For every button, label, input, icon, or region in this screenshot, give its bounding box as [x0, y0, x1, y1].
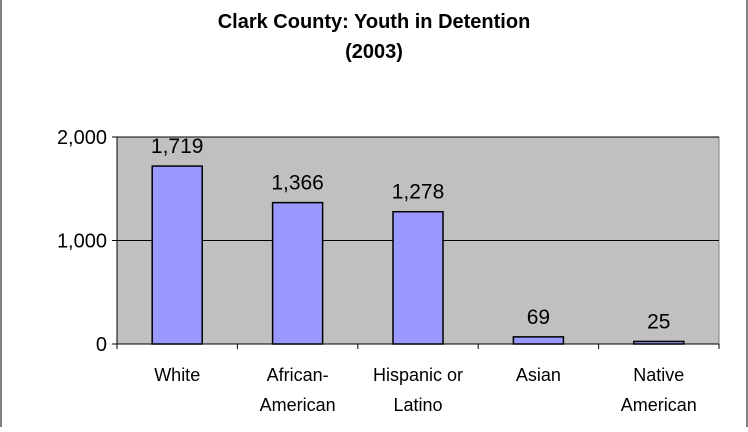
- bar: [271, 201, 324, 345]
- x-tick-label: African-: [267, 365, 329, 385]
- y-tick-label: 0: [96, 334, 107, 356]
- bar-value-label: 1,278: [392, 181, 445, 204]
- x-tick-label: Asian: [516, 365, 561, 385]
- value-labels: 1,719 1,366 1,278 69 25: [151, 135, 671, 333]
- y-axis-ticks: 0 1,000 2,000: [57, 127, 117, 356]
- x-tick-label: American: [260, 395, 336, 415]
- y-tick-label: 2,000: [57, 127, 107, 149]
- bar-value-label: 1,366: [271, 172, 324, 195]
- x-tick-label: Hispanic or: [373, 365, 463, 385]
- bar: [512, 336, 565, 345]
- bar-value-label: 69: [527, 306, 550, 329]
- chart-title-line1: Clark County: Youth in Detention: [218, 11, 531, 33]
- bar: [392, 210, 444, 345]
- bar: [151, 165, 203, 345]
- bar-value-label: 25: [647, 310, 670, 333]
- x-tick-label: White: [154, 365, 200, 385]
- x-tick-label: Latino: [393, 395, 442, 415]
- x-tick-label: Native: [633, 365, 684, 385]
- chart-title-line2: (2003): [345, 41, 403, 63]
- bar-value-label: 1,719: [151, 135, 204, 158]
- y-tick-label: 1,000: [57, 231, 107, 253]
- x-tick-label: American: [621, 395, 697, 415]
- x-axis-ticks: White African- American Hispanic or Latino As…: [116, 344, 720, 415]
